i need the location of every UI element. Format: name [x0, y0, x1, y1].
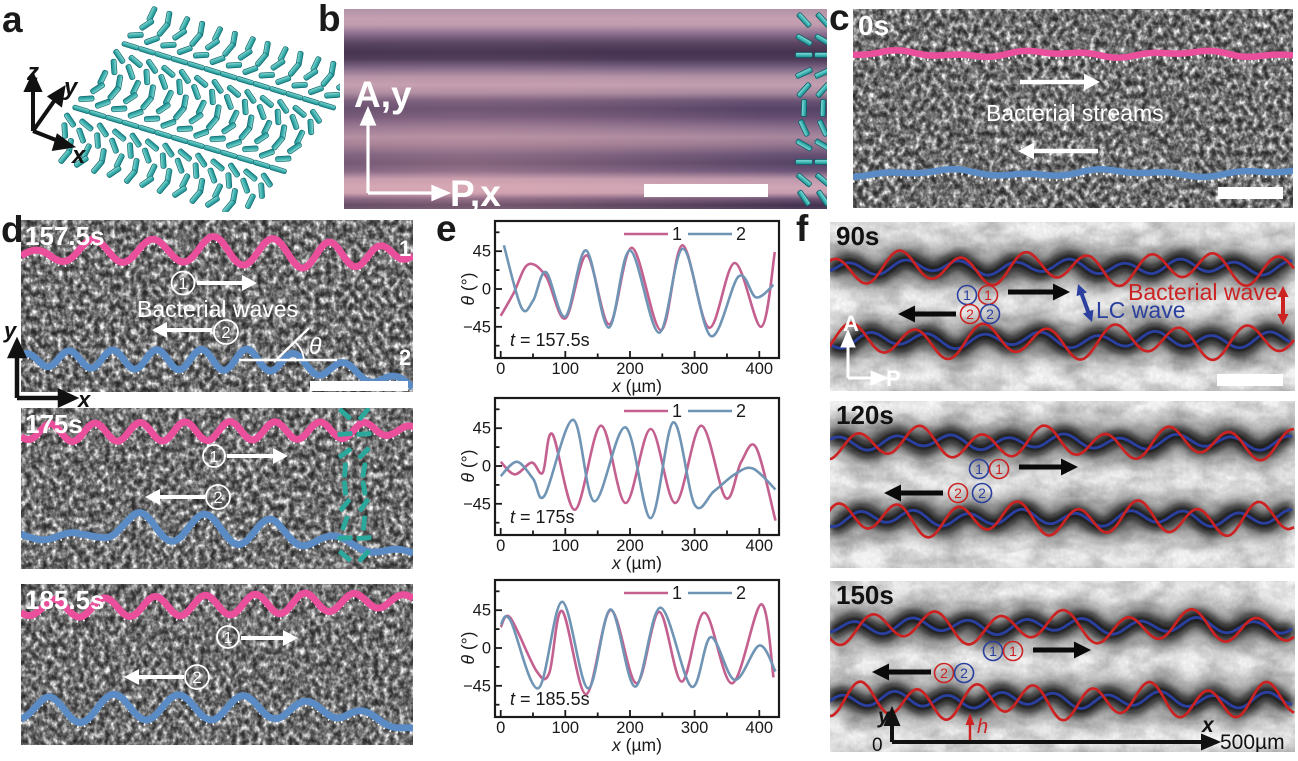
svg-text:1: 1	[963, 287, 971, 303]
svg-text:500µm: 500µm	[1220, 731, 1285, 752]
svg-text:2: 2	[960, 665, 968, 681]
svg-text:2: 2	[940, 665, 948, 681]
svg-text:0: 0	[496, 360, 505, 378]
svg-text:100: 100	[552, 719, 580, 737]
svg-text:175s: 175s	[25, 409, 83, 439]
svg-text:1: 1	[984, 287, 992, 303]
svg-text:θ (°): θ (°)	[458, 631, 478, 664]
svg-text:90s: 90s	[836, 222, 879, 251]
svg-text:h: h	[977, 716, 988, 738]
svg-text:0: 0	[482, 281, 491, 299]
svg-text:2: 2	[736, 401, 746, 421]
svg-text:1: 1	[1009, 643, 1017, 659]
svg-text:0: 0	[482, 458, 491, 476]
svg-text:y: y	[3, 320, 18, 343]
svg-text:2: 2	[213, 488, 222, 507]
svg-text:θ: θ	[309, 333, 322, 359]
svg-text:400: 400	[746, 360, 774, 378]
svg-text:1: 1	[224, 630, 233, 647]
svg-text:1: 1	[995, 461, 1003, 477]
svg-text:1: 1	[672, 401, 682, 421]
svg-text:45: 45	[473, 243, 491, 261]
svg-text:θ (°): θ (°)	[458, 272, 478, 305]
svg-text:t = 185.5s: t = 185.5s	[510, 689, 590, 709]
svg-text:−45: −45	[463, 495, 491, 513]
svg-text:2: 2	[978, 485, 986, 501]
svg-text:x (µm): x (µm)	[611, 376, 662, 396]
svg-text:A,y: A,y	[354, 74, 412, 115]
svg-text:400: 400	[746, 719, 774, 737]
svg-text:0: 0	[482, 640, 491, 658]
svg-text:P,x: P,x	[450, 173, 501, 209]
svg-text:150s: 150s	[836, 581, 894, 610]
svg-text:2: 2	[221, 323, 230, 342]
svg-text:2: 2	[966, 306, 974, 322]
svg-text:t = 157.5s: t = 157.5s	[510, 330, 590, 350]
svg-text:y: y	[63, 74, 79, 101]
svg-text:x: x	[77, 387, 91, 412]
svg-text:x (µm): x (µm)	[611, 735, 662, 755]
svg-text:z: z	[26, 59, 39, 86]
svg-text:y: y	[877, 705, 891, 728]
svg-text:0: 0	[496, 537, 505, 555]
svg-text:2: 2	[736, 583, 746, 603]
svg-text:0: 0	[496, 719, 505, 737]
svg-text:2: 2	[736, 224, 746, 244]
svg-text:−45: −45	[463, 318, 491, 336]
svg-text:Bacterial waves: Bacterial waves	[137, 296, 298, 322]
svg-text:P: P	[886, 366, 901, 391]
svg-text:1: 1	[975, 461, 983, 477]
svg-text:100: 100	[552, 537, 580, 555]
svg-text:400: 400	[746, 537, 774, 555]
svg-text:157.5s: 157.5s	[25, 221, 105, 251]
svg-text:200: 200	[616, 537, 644, 555]
svg-text:120s: 120s	[836, 401, 894, 430]
svg-text:45: 45	[473, 420, 491, 438]
svg-text:2: 2	[986, 306, 994, 322]
svg-text:−45: −45	[463, 677, 491, 695]
svg-text:300: 300	[681, 537, 709, 555]
svg-text:Bacterial wave: Bacterial wave	[1128, 279, 1278, 305]
svg-text:1: 1	[672, 224, 682, 244]
svg-text:200: 200	[616, 360, 644, 378]
svg-text:A: A	[843, 311, 859, 336]
svg-text:x: x	[70, 142, 87, 169]
svg-text:Bacterial streams: Bacterial streams	[986, 100, 1164, 126]
svg-text:LC wave: LC wave	[1096, 297, 1185, 323]
svg-text:200: 200	[616, 719, 644, 737]
svg-text:x (µm): x (µm)	[611, 553, 662, 573]
svg-text:0s: 0s	[858, 10, 889, 41]
svg-text:1: 1	[672, 583, 682, 603]
svg-text:2: 2	[954, 485, 962, 501]
svg-text:1: 1	[178, 274, 187, 293]
svg-text:1: 1	[989, 643, 997, 659]
svg-text:2: 2	[399, 345, 411, 370]
svg-text:2: 2	[192, 668, 201, 687]
svg-text:θ (°): θ (°)	[458, 449, 478, 482]
svg-text:100: 100	[552, 360, 580, 378]
svg-text:1: 1	[210, 449, 219, 466]
svg-text:x: x	[1201, 714, 1215, 737]
svg-text:0: 0	[872, 735, 883, 752]
svg-text:45: 45	[473, 602, 491, 620]
svg-text:t = 175s: t = 175s	[510, 507, 575, 527]
svg-text:185.5s: 185.5s	[25, 585, 105, 615]
svg-text:300: 300	[681, 719, 709, 737]
svg-text:1: 1	[399, 236, 411, 261]
svg-text:300: 300	[681, 360, 709, 378]
